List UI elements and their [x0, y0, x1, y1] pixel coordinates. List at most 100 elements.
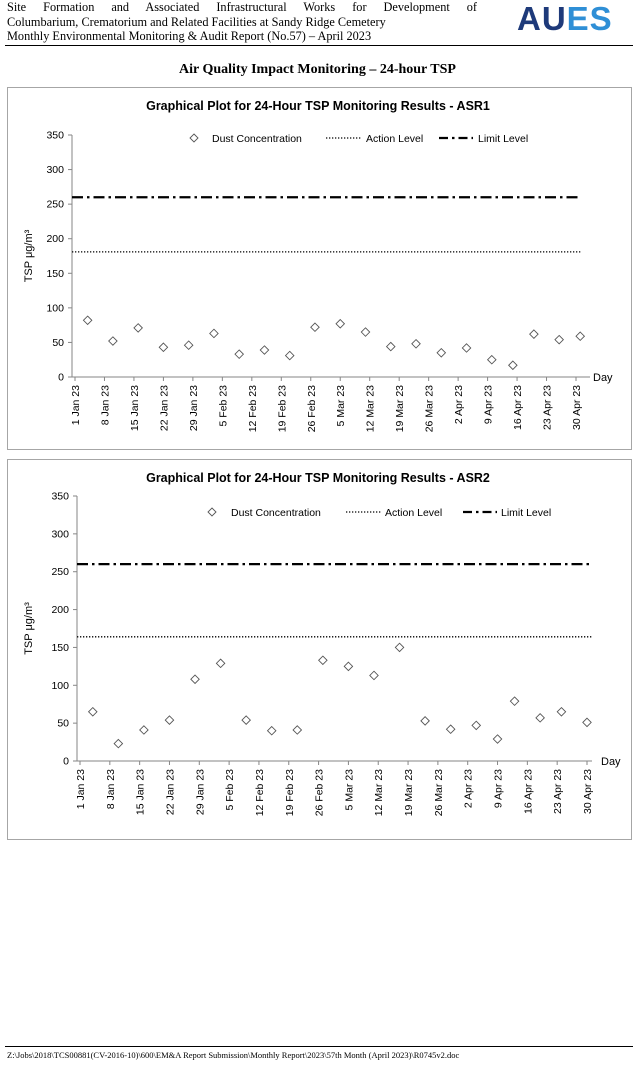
x-tick-label: 19 Mar 23	[403, 769, 415, 816]
x-tick-label: 15 Jan 23	[135, 769, 147, 815]
y-tick-label: 100	[51, 680, 69, 692]
legend-limit-label: Limit Level	[501, 507, 551, 519]
data-point-diamond	[318, 655, 328, 666]
x-tick-label: 16 Apr 23	[522, 769, 534, 814]
x-axis-label: Day	[593, 372, 613, 384]
x-tick-label: 19 Mar 23	[394, 385, 406, 432]
data-point-diamond	[190, 674, 200, 685]
data-point-diamond	[164, 715, 175, 725]
data-point-diamond	[133, 323, 143, 333]
data-point-diamond	[385, 341, 396, 352]
header-divider	[5, 45, 633, 46]
y-tick-label: 350	[46, 130, 64, 142]
x-tick-label: 12 Mar 23	[365, 385, 377, 432]
legend-dust-marker	[189, 133, 199, 143]
data-point-diamond	[556, 706, 567, 717]
data-point-diamond	[284, 350, 295, 361]
y-tick-label: 0	[63, 756, 69, 768]
x-tick-label: 16 Apr 23	[512, 385, 524, 430]
legend-action-label: Action Level	[366, 133, 423, 145]
x-tick-label: 22 Jan 23	[158, 385, 170, 431]
x-tick-label: 5 Feb 23	[217, 385, 229, 427]
data-point-diamond	[461, 343, 472, 353]
header-line-3: Monthly Environmental Monitoring & Audit…	[7, 29, 372, 44]
y-tick-label: 0	[58, 372, 64, 384]
data-point-diamond	[215, 658, 226, 669]
footer-file-path: Z:\Jobs\2018\TCS00881(CV-2016-10)\600\EM…	[7, 1050, 460, 1060]
chart-title: Graphical Plot for 24-Hour TSP Monitorin…	[146, 471, 490, 485]
data-point-diamond	[582, 717, 592, 728]
x-tick-label: 23 Apr 23	[552, 769, 564, 814]
y-axis-label: TSP μg/m³	[23, 229, 35, 282]
data-point-diamond	[535, 713, 545, 723]
data-point-diamond	[292, 725, 303, 735]
y-tick-label: 50	[52, 337, 64, 349]
x-tick-label: 1 Jan 23	[70, 385, 82, 425]
data-point-diamond	[394, 642, 405, 653]
x-tick-label: 15 Jan 23	[129, 385, 141, 431]
footer-divider	[5, 1046, 633, 1047]
x-tick-label: 26 Feb 23	[306, 385, 318, 432]
x-tick-label: 1 Jan 23	[75, 769, 87, 809]
x-tick-label: 19 Feb 23	[284, 769, 296, 816]
data-point-diamond	[529, 329, 539, 339]
x-tick-label: 8 Jan 23	[105, 769, 117, 809]
x-tick-label: 9 Apr 23	[483, 385, 495, 424]
x-tick-label: 26 Mar 23	[433, 769, 445, 816]
legend-limit-label: Limit Level	[478, 133, 528, 145]
y-tick-label: 150	[46, 268, 64, 280]
x-tick-label: 5 Mar 23	[335, 385, 347, 427]
x-tick-label: 12 Feb 23	[247, 385, 259, 432]
logo-text-part2: ES	[566, 0, 613, 37]
y-axis-label: TSP μg/m³	[23, 602, 35, 655]
data-point-diamond	[360, 327, 371, 337]
legend-dust-label: Dust Concentration	[212, 133, 302, 145]
x-tick-label: 22 Jan 23	[164, 769, 176, 815]
y-tick-label: 350	[51, 491, 69, 503]
header-line-2: Columbarium, Crematorium and Related Fac…	[7, 14, 386, 29]
data-point-diamond	[241, 715, 251, 725]
data-point-diamond	[108, 336, 118, 346]
chart-panel-asr2: Graphical Plot for 24-Hour TSP Monitorin…	[7, 459, 632, 840]
data-point-diamond	[335, 318, 346, 329]
chart-panel-asr1: Graphical Plot for 24-Hour TSP Monitorin…	[7, 87, 632, 450]
x-tick-label: 8 Jan 23	[99, 385, 111, 425]
data-point-diamond	[411, 338, 421, 349]
data-point-diamond	[266, 725, 277, 736]
data-point-diamond	[158, 342, 169, 353]
y-tick-label: 50	[57, 718, 69, 730]
y-tick-label: 250	[46, 199, 64, 211]
data-point-diamond	[492, 734, 503, 744]
data-point-diamond	[113, 738, 124, 749]
x-tick-label: 5 Mar 23	[343, 769, 355, 811]
x-tick-label: 5 Feb 23	[224, 769, 236, 811]
data-point-diamond	[486, 354, 497, 365]
x-tick-label: 12 Feb 23	[254, 769, 266, 816]
data-point-diamond	[369, 670, 379, 681]
header-line-1: Site Formation and Associated Infrastruc…	[7, 0, 477, 14]
y-tick-label: 300	[51, 528, 69, 540]
data-point-diamond	[445, 724, 456, 735]
report-header: Site Formation and Associated Infrastruc…	[7, 0, 477, 44]
data-point-diamond	[509, 696, 520, 707]
section-title: Air Quality Impact Monitoring – 24-hour …	[179, 62, 456, 77]
legend-action-label: Action Level	[385, 507, 442, 519]
data-point-diamond	[139, 725, 149, 735]
legend-dust-marker	[207, 507, 217, 517]
data-point-diamond	[87, 706, 98, 717]
x-tick-label: 29 Jan 23	[188, 385, 200, 431]
data-point-diamond	[436, 347, 447, 358]
y-tick-label: 250	[51, 566, 69, 578]
data-point-diamond	[259, 345, 270, 355]
data-point-diamond	[82, 315, 93, 326]
x-tick-label: 30 Apr 23	[582, 769, 594, 814]
x-tick-label: 2 Apr 23	[453, 385, 465, 424]
aues-logo: AUES	[517, 1, 613, 37]
data-point-diamond	[183, 340, 194, 351]
y-tick-label: 200	[51, 604, 69, 616]
x-axis-label: Day	[601, 756, 621, 768]
x-tick-label: 26 Mar 23	[424, 385, 436, 432]
y-tick-label: 150	[51, 642, 69, 654]
legend-dust-label: Dust Concentration	[231, 507, 321, 519]
y-tick-label: 300	[46, 164, 64, 176]
